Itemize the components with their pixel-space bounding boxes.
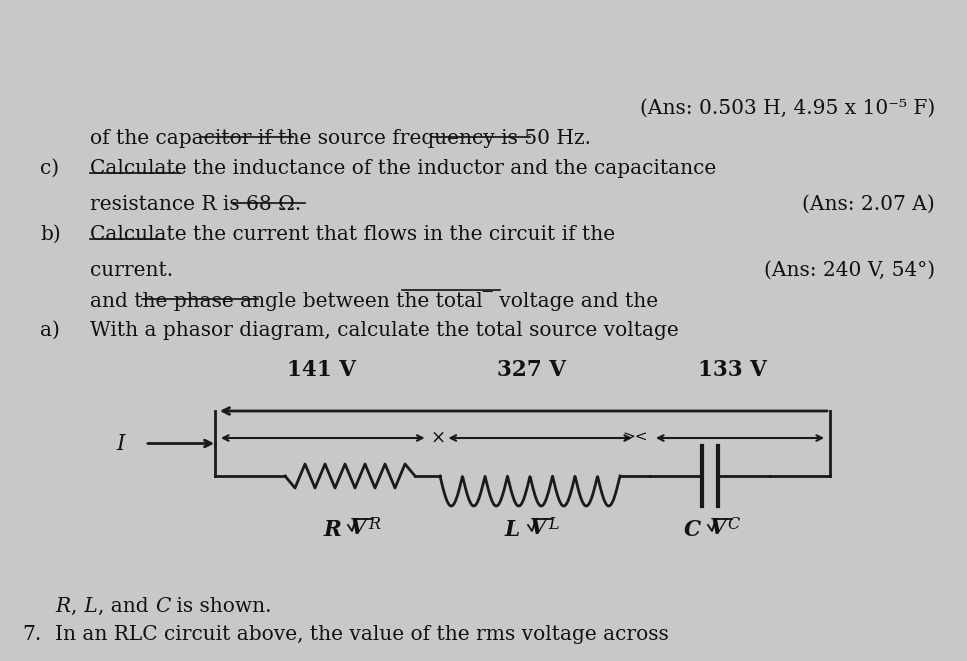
Text: resistance R is 68 Ω.: resistance R is 68 Ω. <box>90 195 302 214</box>
Text: ,: , <box>70 597 76 616</box>
Text: (Ans: 2.07 A): (Ans: 2.07 A) <box>803 195 935 214</box>
Text: C: C <box>728 516 740 533</box>
Text: Calculate the current that flows in the circuit if the: Calculate the current that flows in the … <box>90 225 615 244</box>
Text: R: R <box>323 519 341 541</box>
Text: V: V <box>350 517 366 539</box>
Text: (Ans: 240 V, 54°): (Ans: 240 V, 54°) <box>764 261 935 280</box>
Text: , and: , and <box>98 597 149 616</box>
Text: Calculate the inductance of the inductor and the capacitance: Calculate the inductance of the inductor… <box>90 159 717 178</box>
Text: In an RLC circuit above, the value of the rms voltage across: In an RLC circuit above, the value of th… <box>55 625 669 644</box>
Text: a): a) <box>40 321 60 340</box>
Text: C: C <box>155 597 170 616</box>
Text: I: I <box>116 432 125 455</box>
Text: C: C <box>684 519 700 541</box>
Text: (Ans: 0.503 H, 4.95 x 10⁻⁵ F): (Ans: 0.503 H, 4.95 x 10⁻⁵ F) <box>640 99 935 118</box>
Text: 133 V: 133 V <box>698 359 767 381</box>
Text: With a phasor diagram, calculate the total source voltage: With a phasor diagram, calculate the tot… <box>90 321 679 340</box>
Text: current.: current. <box>90 261 173 280</box>
Text: is shown.: is shown. <box>170 597 272 616</box>
Text: ×: × <box>430 429 446 447</box>
Text: 141 V: 141 V <box>287 359 356 381</box>
Text: V: V <box>710 517 726 539</box>
Text: b): b) <box>40 225 61 244</box>
Text: L: L <box>78 597 98 616</box>
Text: V: V <box>530 517 546 539</box>
Text: R: R <box>368 516 380 533</box>
Text: 7.: 7. <box>22 625 42 644</box>
Text: and the phase angle between the total‾ voltage and the: and the phase angle between the total‾ v… <box>90 291 659 311</box>
Text: c): c) <box>40 159 59 178</box>
Text: L: L <box>548 516 559 533</box>
Text: L: L <box>505 519 519 541</box>
Text: 327 V: 327 V <box>497 359 566 381</box>
Text: of the capacitor if the source frequency is 50 Hz.: of the capacitor if the source frequency… <box>90 129 591 148</box>
Text: ><: >< <box>622 431 648 445</box>
Text: R: R <box>55 597 71 616</box>
